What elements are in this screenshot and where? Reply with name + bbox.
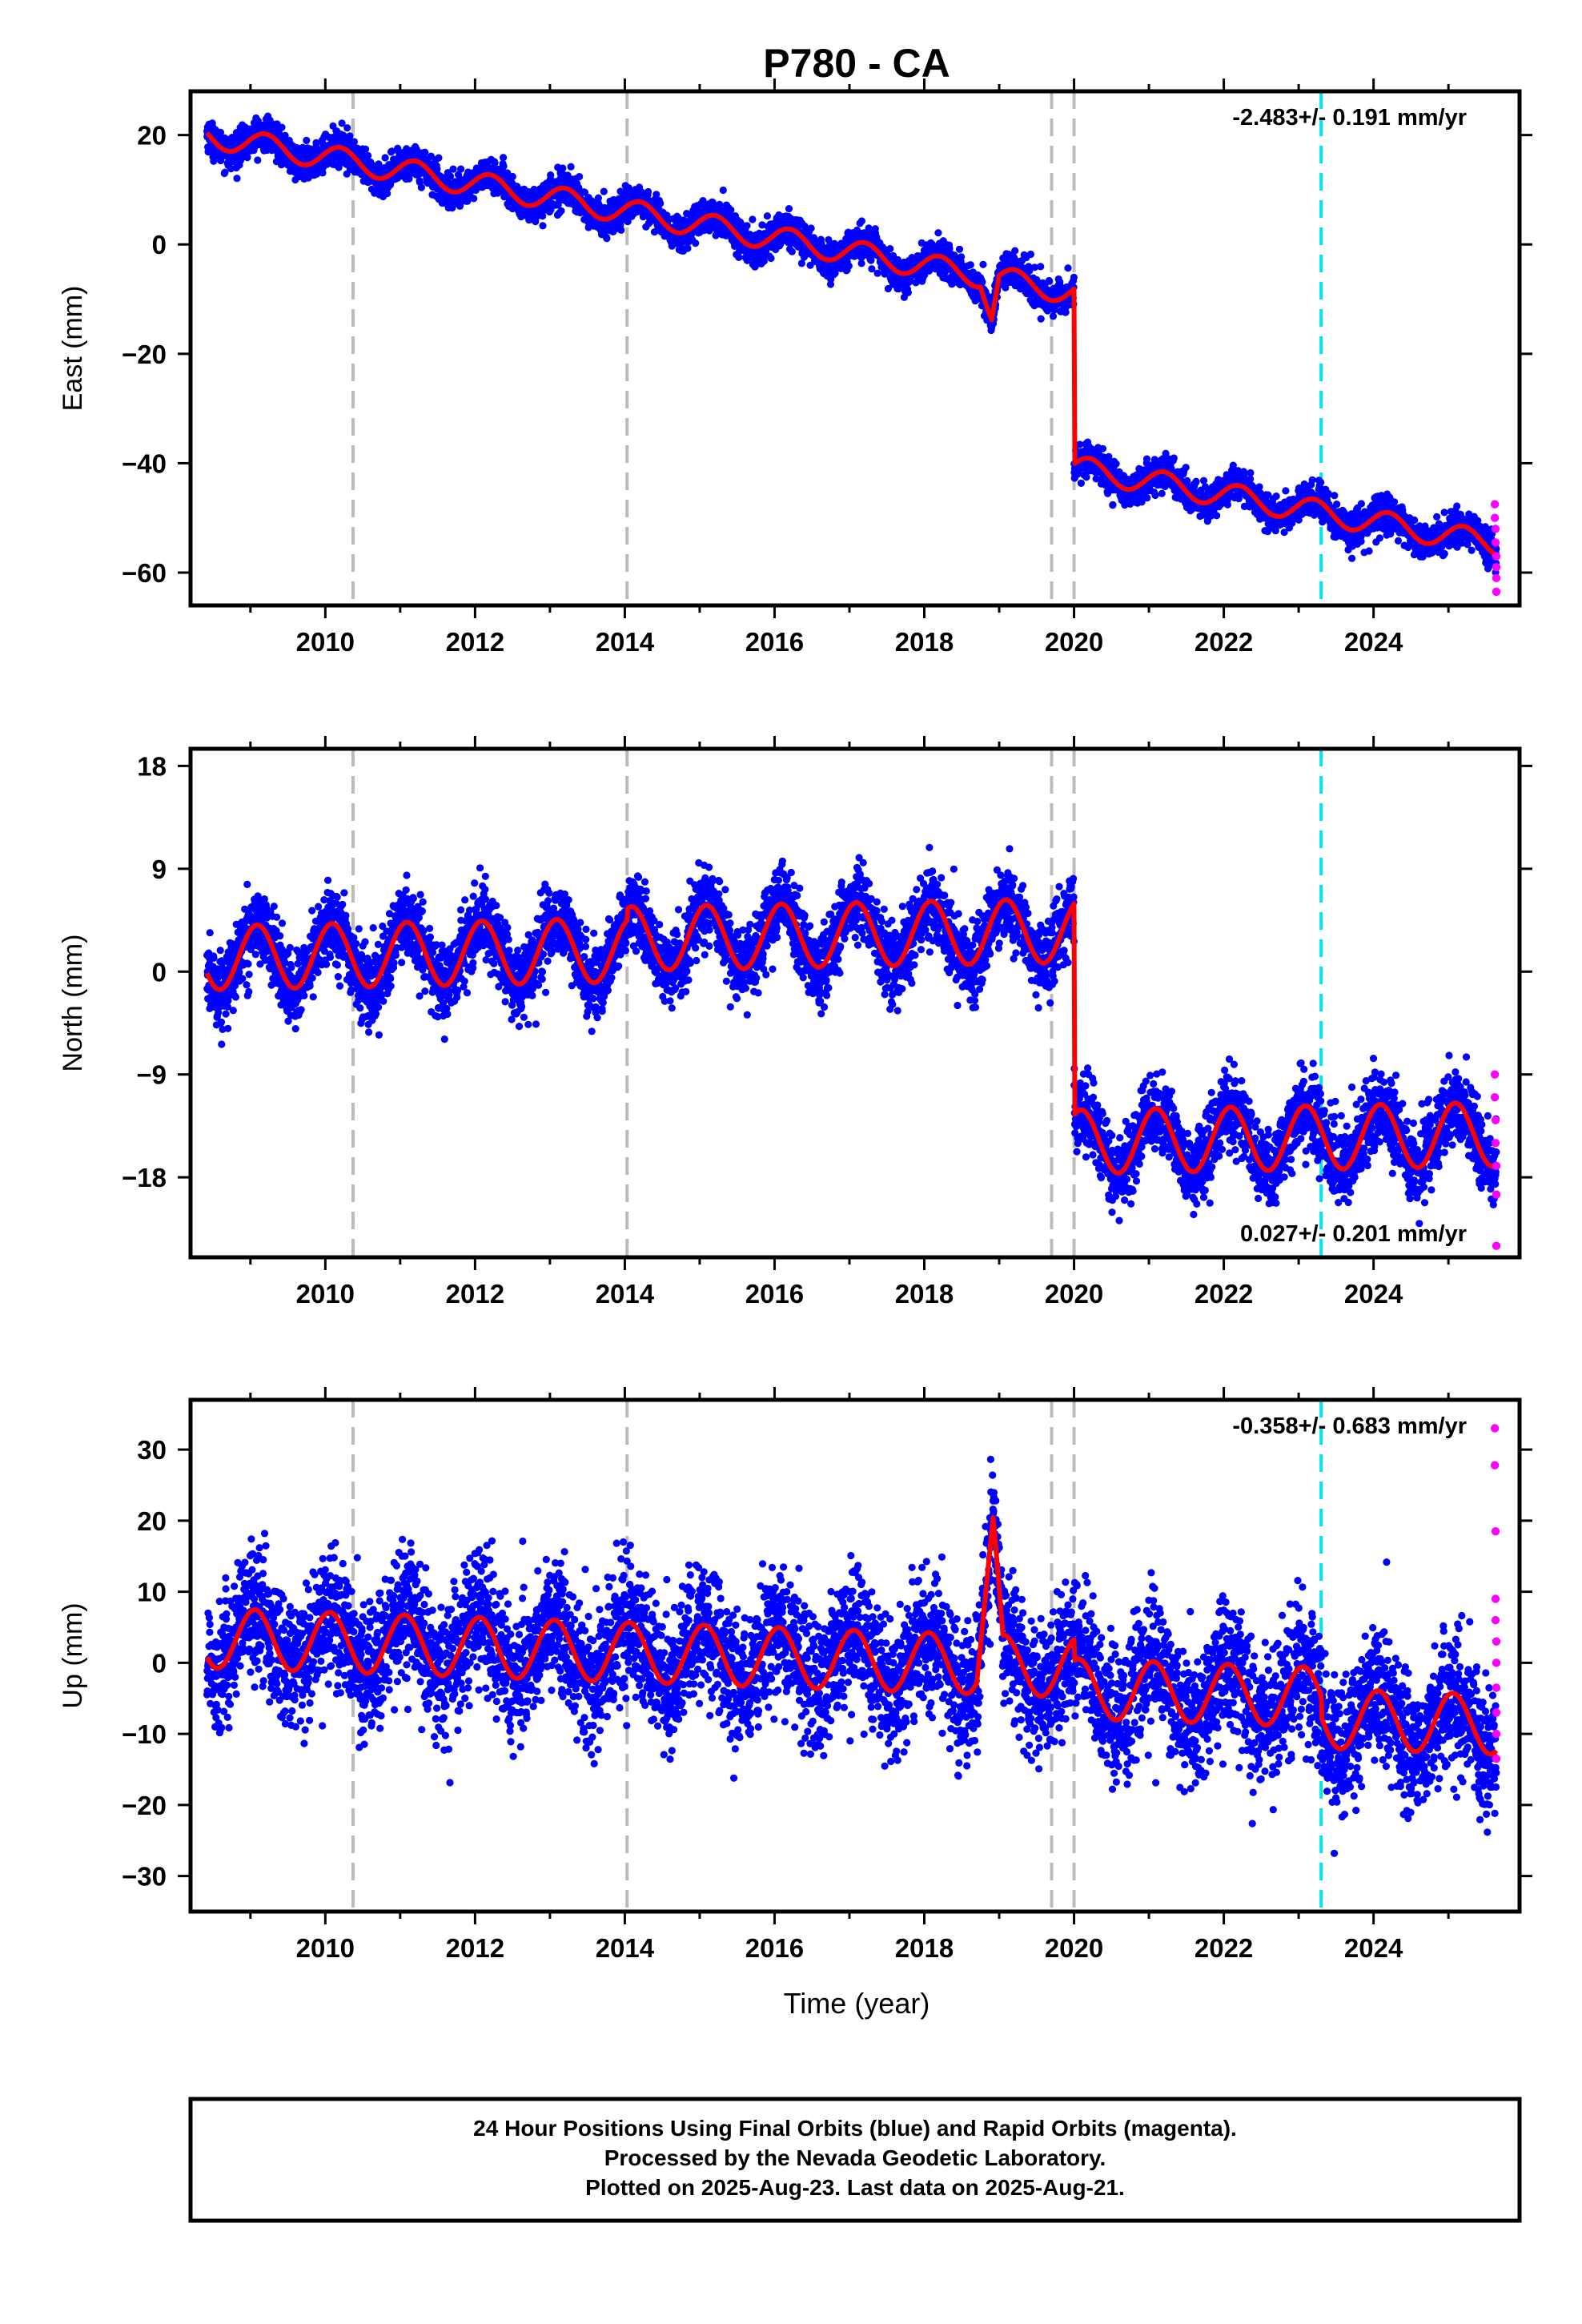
point-3679	[958, 253, 966, 261]
point-87	[221, 168, 229, 176]
point-2733	[763, 212, 772, 220]
point-4626	[1151, 491, 1159, 500]
point-4435	[1112, 460, 1120, 468]
point-4370	[1098, 444, 1107, 452]
point-773	[361, 145, 370, 153]
point-1735	[559, 164, 567, 172]
point-2518	[719, 186, 727, 195]
point-1022	[412, 146, 420, 154]
point-4018	[1026, 250, 1034, 259]
point-2947	[807, 224, 815, 232]
point-1936	[600, 187, 608, 195]
point-1491	[508, 172, 516, 181]
point-1775	[567, 163, 575, 171]
plot-area-east	[203, 91, 1501, 605]
point-1130	[435, 154, 443, 162]
point-2661	[749, 215, 757, 223]
point-66	[216, 128, 225, 136]
point-658	[338, 119, 346, 127]
point-4658	[1158, 489, 1166, 497]
point-365	[278, 123, 286, 131]
point-4066	[1037, 263, 1045, 271]
point-986	[405, 175, 413, 183]
point-1728	[557, 207, 565, 215]
point-2854	[788, 247, 796, 255]
point-4862	[1199, 476, 1208, 485]
point-785	[364, 151, 372, 159]
point-4775	[1182, 464, 1190, 472]
point-1638	[539, 222, 547, 230]
point-4925	[1213, 512, 1221, 520]
point-485	[303, 136, 311, 144]
point-146	[233, 175, 241, 183]
point-697	[346, 132, 354, 140]
point-533	[312, 139, 320, 147]
point-1950	[603, 235, 611, 243]
point-3725	[966, 261, 974, 269]
point-197	[243, 154, 251, 162]
point-4979	[1223, 501, 1231, 509]
final-orbit-points	[203, 112, 1500, 577]
point-3194	[857, 217, 865, 225]
point-2555	[727, 206, 735, 214]
point-4825	[1192, 477, 1200, 485]
point-4109	[1046, 277, 1054, 285]
point-3782	[978, 278, 986, 286]
point-2383	[692, 239, 700, 247]
point-1816	[576, 173, 584, 181]
point-1909	[594, 194, 603, 202]
point-3786	[979, 260, 987, 268]
point-3941	[1011, 247, 1019, 255]
point-1238	[457, 165, 465, 173]
point-2839	[785, 205, 793, 213]
point-2751	[767, 254, 775, 263]
point-1676	[547, 171, 555, 179]
point-3671	[955, 245, 964, 253]
point-4586	[1143, 494, 1151, 502]
point-2152	[644, 187, 652, 196]
point-564	[319, 169, 327, 177]
point-4290	[1082, 473, 1090, 481]
point-684	[343, 124, 351, 132]
point-1447	[500, 162, 508, 171]
point-2211	[656, 199, 665, 207]
point-718	[350, 138, 358, 146]
point-4128	[1049, 312, 1058, 320]
figure-title: P780 - CA	[763, 41, 950, 86]
panel-east: 2010 2012 2014 2016 2018 2020 2022 2024200−20−4…	[58, 78, 1532, 657]
point-902	[387, 147, 396, 155]
point-3271	[873, 269, 881, 277]
point-1445	[500, 154, 508, 162]
point-381	[281, 131, 289, 139]
point-2020	[617, 226, 625, 234]
point-4264	[1077, 479, 1085, 488]
point-3332	[886, 245, 894, 253]
point-4419	[1109, 501, 1117, 509]
point-869	[381, 154, 389, 162]
point-247	[254, 156, 262, 164]
point-1063	[421, 148, 429, 156]
point-4585	[1142, 455, 1151, 463]
point-2634	[743, 222, 751, 230]
point-2345	[684, 244, 692, 252]
point-3193	[857, 259, 865, 267]
point-2901	[797, 259, 806, 267]
point-4200	[1064, 264, 1072, 272]
point-837	[375, 160, 383, 168]
point-3567	[934, 229, 942, 237]
point-1404	[491, 159, 499, 167]
point-4229	[1070, 273, 1078, 281]
point-4068	[1037, 315, 1045, 323]
point-879	[383, 190, 391, 198]
point-1301	[470, 195, 478, 203]
point-3131	[845, 262, 853, 270]
point-1201	[449, 165, 457, 173]
point-4717	[1170, 454, 1178, 462]
point-1046	[417, 183, 426, 191]
panels: 2010 2012 2014 2016 2018 2020 2022 2024200−20−4…	[58, 78, 1532, 1963]
point-3420	[904, 288, 912, 296]
